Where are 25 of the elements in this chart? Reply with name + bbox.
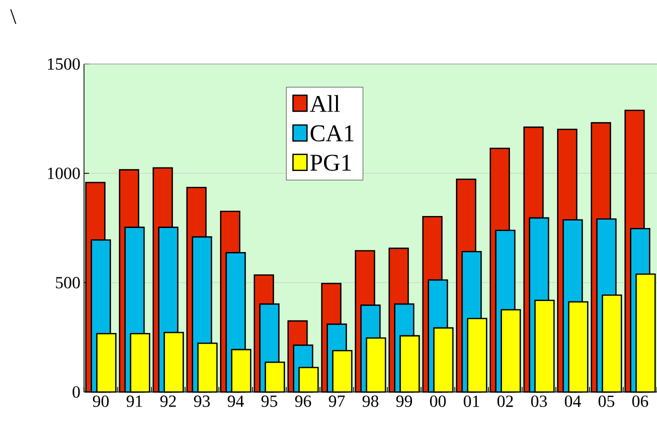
legend-label: PG1 [310, 154, 351, 171]
x-tick-label: 92 [160, 396, 176, 407]
x-tick-label: 99 [396, 396, 412, 407]
x-tick-label: 91 [126, 396, 142, 407]
x-tick-label: 98 [362, 396, 378, 407]
x-tick-label: 94 [228, 396, 244, 407]
legend-label: All [310, 95, 340, 112]
x-tick-label: 02 [497, 396, 513, 407]
x-tick-label: 00 [430, 396, 446, 407]
x-tick-label: 93 [194, 396, 210, 407]
legend-label: CA1 [310, 125, 354, 142]
x-tick-label: 05 [598, 396, 614, 407]
x-tick-label: 96 [295, 396, 312, 407]
y-tick-label: 1000 [48, 168, 80, 180]
x-tick-label: 03 [531, 396, 547, 407]
x-tick-label: 95 [261, 396, 278, 407]
y-tick-label: 500 [56, 276, 80, 288]
y-tick-label: 1500 [48, 58, 80, 70]
text: \ [10, 9, 16, 24]
x-tick-label: 04 [564, 396, 581, 407]
x-tick-label: 01 [464, 396, 480, 407]
x-tick-label: 06 [632, 396, 648, 407]
x-tick-label: 97 [328, 396, 345, 407]
x-tick-label: 90 [92, 396, 109, 407]
y-tick-label: 0 [72, 386, 80, 398]
